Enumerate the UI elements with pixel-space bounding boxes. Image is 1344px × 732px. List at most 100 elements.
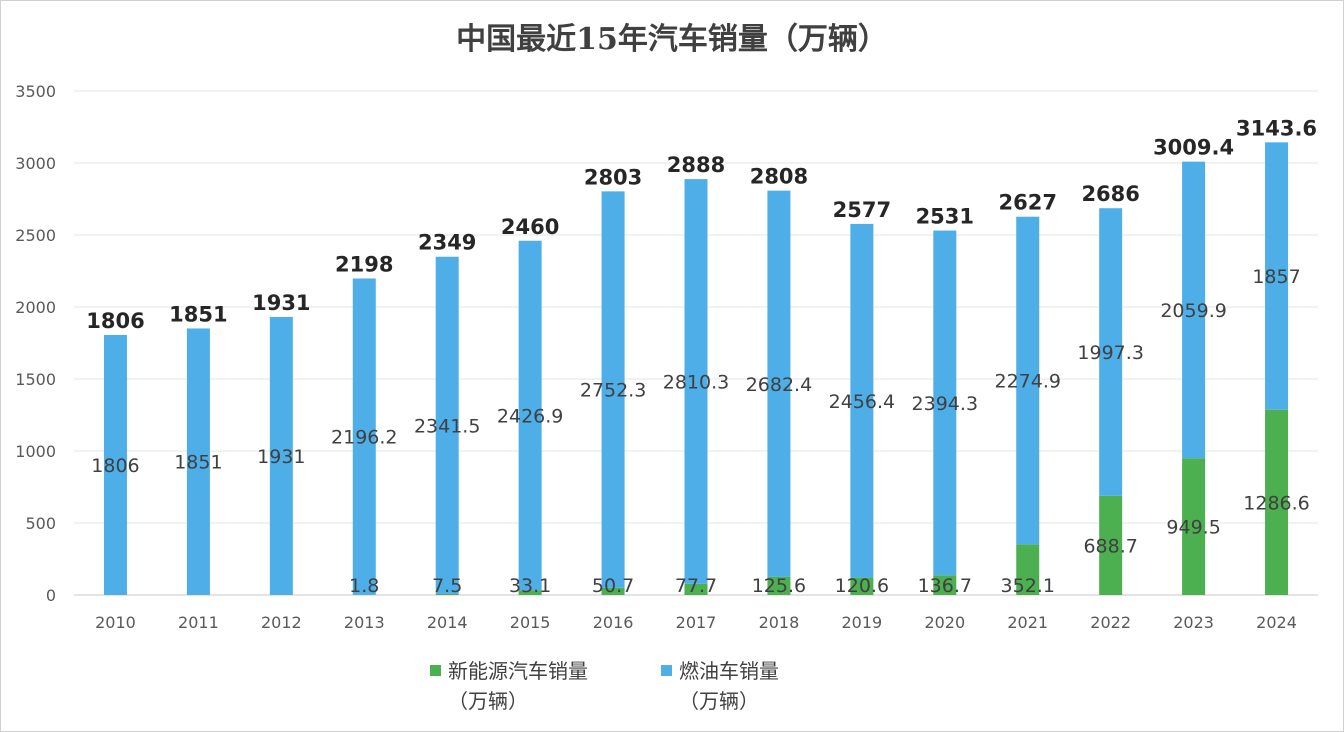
bar-fuel — [435, 256, 459, 594]
x-tick-label: 2015 — [510, 613, 551, 632]
x-tick-label: 2012 — [261, 613, 302, 632]
bar-new-energy — [1182, 458, 1206, 595]
data-label-total: 2803 — [584, 165, 642, 189]
data-label-new-energy: 136.7 — [918, 575, 972, 597]
bar-fuel — [933, 230, 957, 576]
data-label-fuel: 1806 — [91, 455, 139, 477]
bar-new-energy — [601, 587, 625, 595]
bar-fuel — [186, 328, 210, 595]
bar-fuel — [684, 179, 708, 584]
data-label-total: 1806 — [86, 309, 144, 333]
y-axis: 0 500 1000 1500 2000 2500 3000 3500 — [15, 82, 56, 605]
data-label-fuel: 2059.9 — [1160, 300, 1226, 322]
data-label-total: 2349 — [418, 231, 476, 255]
bar-fuel — [1099, 208, 1123, 496]
data-label-fuel: 2456.4 — [829, 391, 895, 413]
bar-new-energy — [684, 583, 708, 595]
y-tick-label: 3500 — [15, 82, 56, 101]
y-tick-label: 2000 — [15, 298, 56, 317]
bar-fuel — [601, 191, 625, 588]
legend-label-line2: （万辆） — [448, 689, 528, 713]
data-labels: 1806 1806 1851 1851 1931 1931 2196.2 1.8 2198 234… — [86, 116, 1317, 597]
x-tick-label: 2021 — [1007, 613, 1048, 632]
x-axis: 2010 2011 2012 2013 2014 2015 2016 2017 2018 2019… — [95, 613, 1297, 632]
x-tick-label: 2023 — [1173, 613, 1214, 632]
bar-new-energy — [1265, 409, 1289, 595]
data-label-new-energy: 352.1 — [1001, 575, 1055, 597]
data-label-fuel: 2752.3 — [580, 380, 646, 402]
data-label-fuel: 2341.5 — [414, 415, 480, 437]
x-tick-label: 2024 — [1256, 613, 1297, 632]
data-label-fuel: 2426.9 — [497, 405, 563, 427]
bar-fuel — [352, 278, 376, 595]
data-label-new-energy: 949.5 — [1166, 517, 1220, 539]
data-label-total: 2808 — [750, 165, 808, 189]
x-tick-label: 2017 — [676, 613, 717, 632]
x-tick-label: 2019 — [842, 613, 883, 632]
x-tick-label: 2016 — [593, 613, 634, 632]
legend-swatch-new-energy — [430, 665, 441, 676]
y-tick-label: 2500 — [15, 226, 56, 245]
bar-fuel — [850, 223, 874, 578]
y-tick-label: 3000 — [15, 154, 56, 173]
bars — [103, 142, 1289, 595]
x-tick-label: 2011 — [178, 613, 219, 632]
legend-label-line1: 燃油车销量 — [679, 659, 779, 683]
bar-fuel — [1265, 142, 1289, 410]
legend-swatch-fuel — [661, 665, 672, 676]
data-label-new-energy: 1286.6 — [1243, 492, 1309, 514]
data-label-total: 2577 — [833, 198, 891, 222]
bar-fuel — [1016, 216, 1040, 545]
x-tick-label: 2014 — [427, 613, 468, 632]
bar-fuel — [767, 190, 791, 577]
bar-new-energy — [850, 577, 874, 595]
x-tick-label: 2022 — [1090, 613, 1131, 632]
data-label-fuel: 1997.3 — [1077, 342, 1143, 364]
data-label-fuel: 2394.3 — [912, 393, 978, 415]
data-label-fuel: 2682.4 — [746, 374, 812, 396]
data-label-fuel: 2810.3 — [663, 371, 729, 393]
data-label-new-energy: 7.5 — [432, 575, 462, 597]
bar-new-energy — [518, 590, 542, 595]
data-label-total: 1931 — [252, 291, 310, 315]
data-label-new-energy: 688.7 — [1083, 535, 1137, 557]
x-tick-label: 2010 — [95, 613, 136, 632]
data-label-fuel: 1851 — [174, 452, 222, 474]
legend-label-line2: （万辆） — [679, 689, 759, 713]
legend-label-line1: 新能源汽车销量 — [448, 659, 588, 683]
data-label-new-energy: 77.7 — [675, 575, 717, 597]
data-label-new-energy: 50.7 — [592, 575, 634, 597]
data-label-total: 3143.6 — [1236, 116, 1317, 140]
data-label-total: 2460 — [501, 215, 559, 239]
data-label-fuel: 2196.2 — [331, 427, 397, 449]
bar-new-energy — [435, 593, 459, 595]
legend-label-new-energy: 新能源汽车销量 （万辆） — [448, 656, 588, 716]
data-label-new-energy: 1.8 — [349, 575, 379, 597]
bar-new-energy — [933, 575, 957, 595]
x-tick-label: 2018 — [759, 613, 800, 632]
y-tick-label: 1500 — [15, 370, 56, 389]
data-label-new-energy: 33.1 — [509, 575, 551, 597]
x-tick-label: 2013 — [344, 613, 385, 632]
bar-new-energy — [1099, 495, 1123, 595]
data-label-fuel: 1931 — [257, 446, 305, 468]
bar-fuel — [1182, 161, 1206, 459]
bar-fuel — [269, 316, 293, 595]
data-label-fuel: 1857 — [1252, 266, 1300, 288]
bar-fuel — [103, 334, 127, 595]
data-label-total: 1851 — [169, 302, 227, 326]
bar-new-energy — [1016, 544, 1040, 595]
bar-new-energy — [767, 576, 791, 595]
data-label-new-energy: 125.6 — [752, 575, 806, 597]
data-label-fuel: 2274.9 — [994, 371, 1060, 393]
bar-fuel — [518, 240, 542, 591]
data-label-new-energy: 120.6 — [835, 575, 889, 597]
y-tick-label: 0 — [46, 586, 56, 605]
x-tick-label: 2020 — [924, 613, 965, 632]
data-label-total: 3009.4 — [1153, 136, 1234, 160]
data-label-total: 2198 — [335, 252, 393, 276]
data-label-total: 2627 — [999, 191, 1057, 215]
chart-title: 中国最近15年汽车销量（万辆） — [456, 22, 888, 57]
legend-label-fuel: 燃油车销量 （万辆） — [679, 656, 779, 716]
